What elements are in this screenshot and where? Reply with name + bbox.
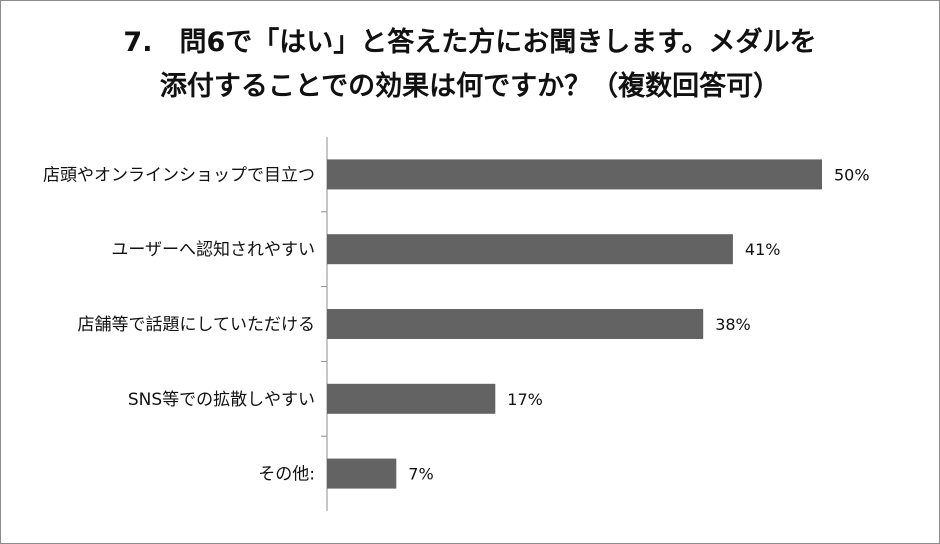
data-label-4: 17% [507,390,543,409]
category-label-1: 店頭やオンラインショップで目立つ [43,165,315,185]
chart-title-line-2: 添付することでの効果は何ですか？（複数回答可） [159,71,781,102]
bar-5 [327,458,397,489]
data-label-5: 7% [408,465,433,484]
bar-4 [327,383,496,414]
category-label-4: SNS等での拡散しやすい [128,390,315,410]
data-label-2: 41% [745,240,781,259]
category-label-2: ユーザーへ認知されやすい [111,240,315,260]
category-label-5: その他: [258,465,315,485]
data-label-1: 50% [834,165,870,184]
data-label-3: 38% [715,315,751,334]
chart-title: 7. 問6で「はい」と答えた方にお聞きします。メダルを 添付することでの効果は何… [1,21,939,109]
bar-1 [327,159,822,190]
category-label-3: 店舗等で話題にしていただける [78,315,316,335]
bar-2 [327,234,733,265]
bar-3 [327,309,704,339]
chart-title-line-1: 7. 問6で「はい」と答えた方にお聞きします。メダルを [123,27,817,58]
